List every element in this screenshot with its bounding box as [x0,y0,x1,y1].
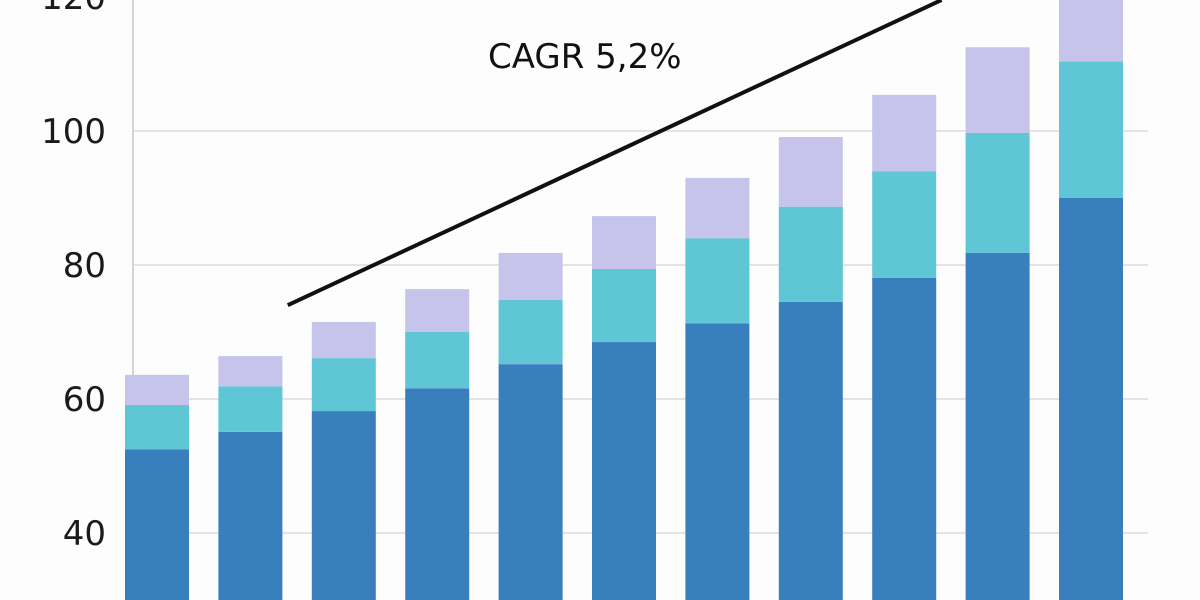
bar-segment-3 [405,289,470,332]
bar-segment-1 [778,301,843,600]
cagr-trendline [286,0,943,308]
bar-segment-1 [872,277,937,600]
y-tick-label: 100 [41,112,106,152]
bar-segment-1 [592,342,656,600]
y-tick-label: 60 [63,380,106,420]
bar-segment-3 [872,94,937,172]
bar-segment-1 [311,411,376,600]
bar-segment-3 [685,177,750,239]
bar-segment-1 [1059,198,1123,600]
bar-segment-2 [685,238,750,324]
bar-segment-2 [778,206,843,302]
bar-segment-3 [125,374,189,406]
bar-segment-3 [498,252,563,300]
y-tick-label: 40 [63,514,106,554]
bar-segment-2 [311,358,376,412]
bar-segment-3 [965,47,1030,134]
bar-segment-2 [965,133,1030,253]
bar-segment-2 [125,405,189,450]
bar-segment-1 [965,252,1030,600]
bar-segment-1 [685,323,750,600]
bar-segment-3 [778,137,843,207]
y-tick-label: 120 [41,0,106,18]
bar-segment-2 [592,269,656,343]
bar-segment-3 [218,356,283,387]
bar-segment-2 [1059,61,1123,198]
bar-segment-2 [218,386,283,432]
bar-segment-3 [1059,0,1123,62]
bar-segment-2 [498,299,563,365]
y-tick-label: 80 [63,246,106,286]
cagr-annotation: CAGR 5,2% [488,37,682,77]
bar-segment-1 [218,431,283,600]
bar-segment-2 [872,171,937,278]
bar-segment-1 [125,449,189,600]
bar-segment-1 [405,388,470,600]
bar-segment-3 [311,321,376,359]
bar-segment-2 [405,332,470,389]
bar-segment-1 [498,364,563,600]
bar-segment-3 [592,216,656,270]
